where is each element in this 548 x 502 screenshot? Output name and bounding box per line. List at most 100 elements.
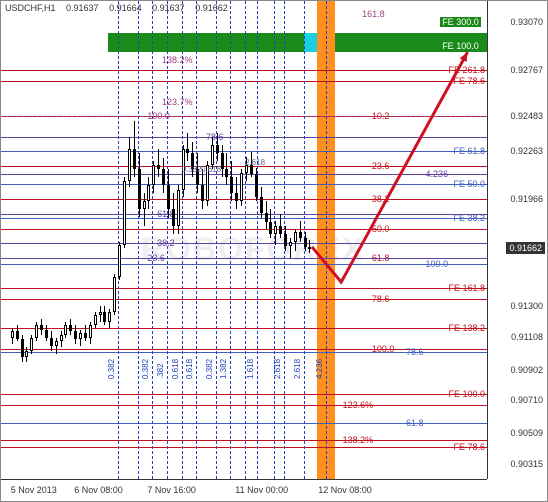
time-fib-label: 4.236 <box>315 359 324 379</box>
time-fib-line <box>230 1 231 479</box>
fib-level-line <box>1 440 487 441</box>
x-tick-label: 7 Nov 16:00 <box>147 485 196 495</box>
fib-level-label: 138.2% <box>343 435 374 445</box>
time-fib-line <box>257 1 258 479</box>
ratio-label: 2.618 <box>245 158 265 167</box>
extension-label: 161.8 <box>362 9 385 19</box>
extension-label: 138.2% <box>162 55 193 65</box>
time-fib-label: 0.382 <box>205 359 214 379</box>
fib-level-line <box>1 264 487 265</box>
fib-level-label: 38.2 <box>372 194 390 204</box>
x-tick-label: 5 Nov 2013 <box>11 485 57 495</box>
ohlc-value-1: 0.91637 <box>66 3 99 13</box>
fib-level-line <box>1 299 487 300</box>
time-fib-label: 0.382 <box>141 359 150 379</box>
fib-level-label: 4.236 <box>426 169 449 179</box>
plot-area[interactable]: ROBOFOREX USDCHF,H1 0.91637 0.91664 0.91… <box>1 1 487 479</box>
time-fib-line <box>216 1 217 479</box>
y-tick-label: 0.90902 <box>510 365 543 375</box>
fib-level-line <box>1 258 487 259</box>
time-fib-label: 2.618 <box>293 359 302 379</box>
y-tick-label: 0.92263 <box>510 146 543 156</box>
time-fib-line <box>182 1 183 479</box>
time-fib-label: 2.618 <box>273 359 282 379</box>
time-fib-line <box>138 1 139 479</box>
fib-level-line <box>1 405 487 406</box>
x-axis: 5 Nov 2013 6 Nov 08:00 7 Nov 16:00 11 Nov 0… <box>1 479 487 501</box>
y-tick-label: 0.92483 <box>510 111 543 121</box>
time-fib-line <box>118 1 119 479</box>
y-tick-label: 0.91966 <box>510 194 543 204</box>
fib-level-label: FE 61.8 <box>453 146 485 156</box>
fib-level-line <box>1 174 487 175</box>
fib-level-line <box>1 288 487 289</box>
symbol-label: USDCHF,H1 <box>5 3 56 13</box>
fib-level-line <box>1 447 487 448</box>
fib-level-line <box>1 328 487 329</box>
x-tick-label: 6 Nov 08:00 <box>74 485 123 495</box>
y-tick-label: 0.90315 <box>510 459 543 469</box>
fib-level-line <box>1 70 487 71</box>
time-fib-label: 1.618 <box>246 359 255 379</box>
fib-level-label: FE 78.6 <box>453 76 485 86</box>
y-tick-label: 0.93070 <box>510 17 543 27</box>
fib-level-label: FE 50.0 <box>453 179 485 189</box>
y-tick-label: 0.91108 <box>511 332 543 342</box>
chart-container: ROBOFOREX USDCHF,H1 0.91637 0.91664 0.91… <box>0 0 548 502</box>
time-fib-label: 0.618 <box>185 359 194 379</box>
fib-level-label: 78.6 <box>372 294 390 304</box>
time-fib-line <box>152 1 153 479</box>
x-tick-label: 11 Nov 00:00 <box>235 485 288 495</box>
fib-level-label: FE 78.6 <box>453 442 485 452</box>
time-fib-label: 0.618 <box>171 359 180 379</box>
fib-level-line <box>1 199 487 200</box>
fib-level-label: 61.8 <box>406 418 424 428</box>
y-tick-label: 0.92767 <box>510 65 543 75</box>
fib-level-label: 78.6 <box>206 132 224 142</box>
time-fib-line <box>326 1 327 479</box>
fib-level-line <box>1 137 487 138</box>
extension-label: 123.7% <box>162 97 193 107</box>
fib-level-line <box>1 166 487 167</box>
chart-header: USDCHF,H1 0.91637 0.91664 0.91637 0.9166… <box>5 3 236 13</box>
target-zone <box>108 33 489 52</box>
fib-level-label: 100.0 <box>426 259 449 269</box>
time-fib-line <box>167 1 168 479</box>
fib-level-label: FE 138.2 <box>448 323 485 333</box>
fib-level-line <box>1 81 487 82</box>
time-fib-label: .382 <box>156 363 165 379</box>
fib-level-line <box>1 214 487 215</box>
fib-level-line <box>1 218 487 219</box>
time-fib-label: 0.382 <box>107 359 116 379</box>
fib-level-label: 123.6% <box>343 400 374 410</box>
fib-level-label: 23.6 <box>372 161 390 171</box>
ratio-label: 0.382 <box>182 165 202 174</box>
fib-level-line <box>1 151 487 152</box>
projection-arrow <box>1 1 487 479</box>
fib-level-line <box>1 116 487 117</box>
ohlc-value-4: 0.91662 <box>195 3 228 13</box>
ohlc-value-3: 0.91637 <box>152 3 185 13</box>
fib-level-line <box>1 184 487 185</box>
time-fib-line <box>245 1 246 479</box>
y-axis: 0.93070 0.92767 0.92483 0.92263 0.91966 0.916… <box>487 1 547 479</box>
y-tick-label: 0.90710 <box>510 395 543 405</box>
extension-label: FE 100.0 <box>440 41 481 51</box>
y-tick-label: 0.91300 <box>510 301 543 311</box>
time-fib-line <box>196 1 197 479</box>
fib-level-label: FE 100.0 <box>448 389 485 399</box>
time-fib-label: 1.382 <box>219 359 228 379</box>
fib-level-line <box>1 243 487 244</box>
fib-level-label: FE 261.8 <box>448 65 485 75</box>
y-tick-label: 0.91662 <box>506 242 545 254</box>
fib-level-label: 50.0 <box>372 224 390 234</box>
y-tick-label: 0.90509 <box>510 428 543 438</box>
ratio-label: 0.618 <box>201 165 221 174</box>
fib-level-label: 78.6 <box>406 347 424 357</box>
fib-level-line <box>1 229 487 230</box>
fib-level-line <box>1 394 487 395</box>
extension-label: FE 300.0 <box>440 17 481 27</box>
x-tick-label: 12 Nov 08:00 <box>318 485 372 495</box>
fib-level-label: FE 161.8 <box>448 283 485 293</box>
fib-level-label: 23.6 <box>147 253 165 263</box>
